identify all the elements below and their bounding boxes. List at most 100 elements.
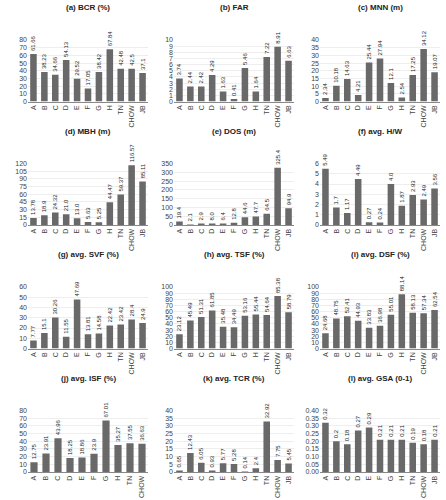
svg-text:H: H [252, 476, 259, 481]
svg-text:12.8: 12.8 [231, 207, 237, 219]
svg-text:50: 50 [165, 314, 173, 321]
svg-text:2.34: 2.34 [322, 83, 328, 95]
svg-text:7.75: 7.75 [275, 445, 281, 457]
svg-text:59.37: 59.37 [118, 176, 124, 192]
svg-text:44.6: 44.6 [242, 202, 248, 214]
svg-text:0.27: 0.27 [366, 207, 372, 219]
svg-text:D: D [208, 105, 215, 110]
svg-text:61.85: 61.85 [209, 292, 215, 308]
svg-text:24.9: 24.9 [140, 308, 146, 320]
svg-text:70: 70 [311, 302, 319, 309]
svg-text:61.66: 61.66 [30, 35, 36, 51]
svg-text:D: D [354, 476, 361, 481]
svg-text:64.5: 64.5 [264, 198, 270, 210]
svg-text:4.29: 4.29 [209, 60, 215, 72]
svg-text:70: 70 [165, 302, 173, 309]
svg-text:D: D [354, 229, 361, 234]
svg-text:0.40: 0.40 [305, 407, 319, 414]
svg-text:3: 3 [315, 191, 319, 198]
svg-text:3: 3 [169, 80, 173, 87]
svg-text:90: 90 [311, 290, 319, 297]
svg-text:C: C [198, 352, 205, 357]
svg-text:F: F [90, 476, 97, 480]
svg-text:A: A [322, 352, 329, 357]
svg-text:D: D [62, 105, 69, 110]
svg-text:E: E [219, 228, 226, 233]
svg-text:2.42: 2.42 [198, 71, 204, 83]
svg-text:52.41: 52.41 [344, 298, 350, 314]
svg-text:40: 40 [165, 407, 173, 414]
svg-text:A: A [322, 228, 329, 233]
svg-text:0: 0 [23, 345, 27, 352]
svg-text:E: E [73, 228, 80, 233]
svg-text:H: H [252, 105, 259, 110]
svg-text:TN: TN [263, 476, 270, 485]
svg-text:53.16: 53.16 [242, 297, 248, 313]
svg-text:C: C [198, 229, 205, 234]
svg-text:116.57: 116.57 [129, 144, 135, 163]
svg-text:H: H [106, 229, 113, 234]
svg-text:45.49: 45.49 [187, 302, 193, 318]
svg-text:0.35: 0.35 [305, 415, 319, 422]
svg-text:45: 45 [19, 198, 27, 205]
svg-text:1.7: 1.7 [333, 196, 339, 205]
svg-text:B: B [42, 475, 49, 480]
svg-text:15.1: 15.1 [41, 318, 47, 330]
svg-text:21.0: 21.0 [63, 199, 69, 211]
svg-text:300: 300 [161, 169, 173, 176]
svg-text:36.98: 36.98 [377, 307, 383, 323]
svg-text:8.91: 8.91 [275, 31, 281, 43]
svg-text:33.83: 33.83 [366, 309, 372, 325]
svg-text:0.10: 0.10 [305, 453, 319, 460]
svg-text:75: 75 [19, 183, 27, 190]
svg-text:0: 0 [23, 468, 27, 475]
svg-text:(a) BCR (%): (a) BCR (%) [66, 3, 110, 12]
svg-text:(e) DOS (m): (e) DOS (m) [212, 127, 256, 136]
svg-text:325.4: 325.4 [275, 149, 281, 165]
svg-text:10: 10 [165, 36, 173, 43]
svg-text:0.30: 0.30 [305, 422, 319, 429]
svg-text:44.93: 44.93 [355, 302, 361, 318]
svg-text:120: 120 [15, 160, 27, 167]
svg-text:27.94: 27.94 [377, 40, 383, 56]
svg-text:(b) FAR: (b) FAR [220, 3, 249, 12]
svg-text:0: 0 [23, 98, 27, 105]
svg-text:20: 20 [19, 324, 27, 331]
svg-text:H: H [398, 476, 405, 481]
svg-text:37.55: 37.55 [127, 424, 133, 440]
svg-text:D: D [354, 105, 361, 110]
svg-text:30: 30 [19, 314, 27, 321]
svg-text:40: 40 [19, 438, 27, 445]
svg-text:0.15: 0.15 [305, 445, 319, 452]
svg-text:0.2: 0.2 [333, 429, 339, 438]
svg-text:85.38: 85.38 [275, 277, 281, 293]
svg-text:67.01: 67.01 [103, 402, 109, 418]
svg-text:12.43: 12.43 [187, 434, 193, 450]
svg-text:0.21: 0.21 [377, 424, 383, 436]
svg-text:60: 60 [19, 52, 27, 59]
svg-text:G: G [241, 105, 248, 110]
svg-text:5: 5 [169, 67, 173, 74]
svg-text:47.7: 47.7 [253, 201, 259, 213]
svg-text:14.58: 14.58 [96, 315, 102, 331]
svg-text:B: B [187, 475, 194, 480]
svg-text:80: 80 [19, 407, 27, 414]
svg-text:G: G [95, 352, 102, 357]
svg-text:10: 10 [165, 339, 173, 346]
svg-text:58.13: 58.13 [410, 294, 416, 310]
svg-text:D: D [66, 476, 73, 481]
svg-text:E: E [78, 475, 85, 480]
svg-text:0: 0 [169, 98, 173, 105]
svg-text:12.1: 12.1 [388, 68, 394, 80]
svg-text:0.19: 0.19 [410, 427, 416, 439]
svg-text:TN: TN [263, 352, 270, 361]
svg-text:E: E [219, 352, 226, 357]
svg-text:30: 30 [311, 327, 319, 334]
svg-text:34.66: 34.66 [52, 56, 58, 72]
svg-text:2.49: 2.49 [421, 184, 427, 196]
svg-text:F: F [376, 229, 383, 233]
svg-text:F: F [230, 229, 237, 233]
svg-text:(j) avg. ISF (%): (j) avg. ISF (%) [61, 374, 116, 383]
svg-text:(d) MBH (m): (d) MBH (m) [65, 127, 111, 136]
svg-text:4.0: 4.0 [388, 172, 394, 181]
